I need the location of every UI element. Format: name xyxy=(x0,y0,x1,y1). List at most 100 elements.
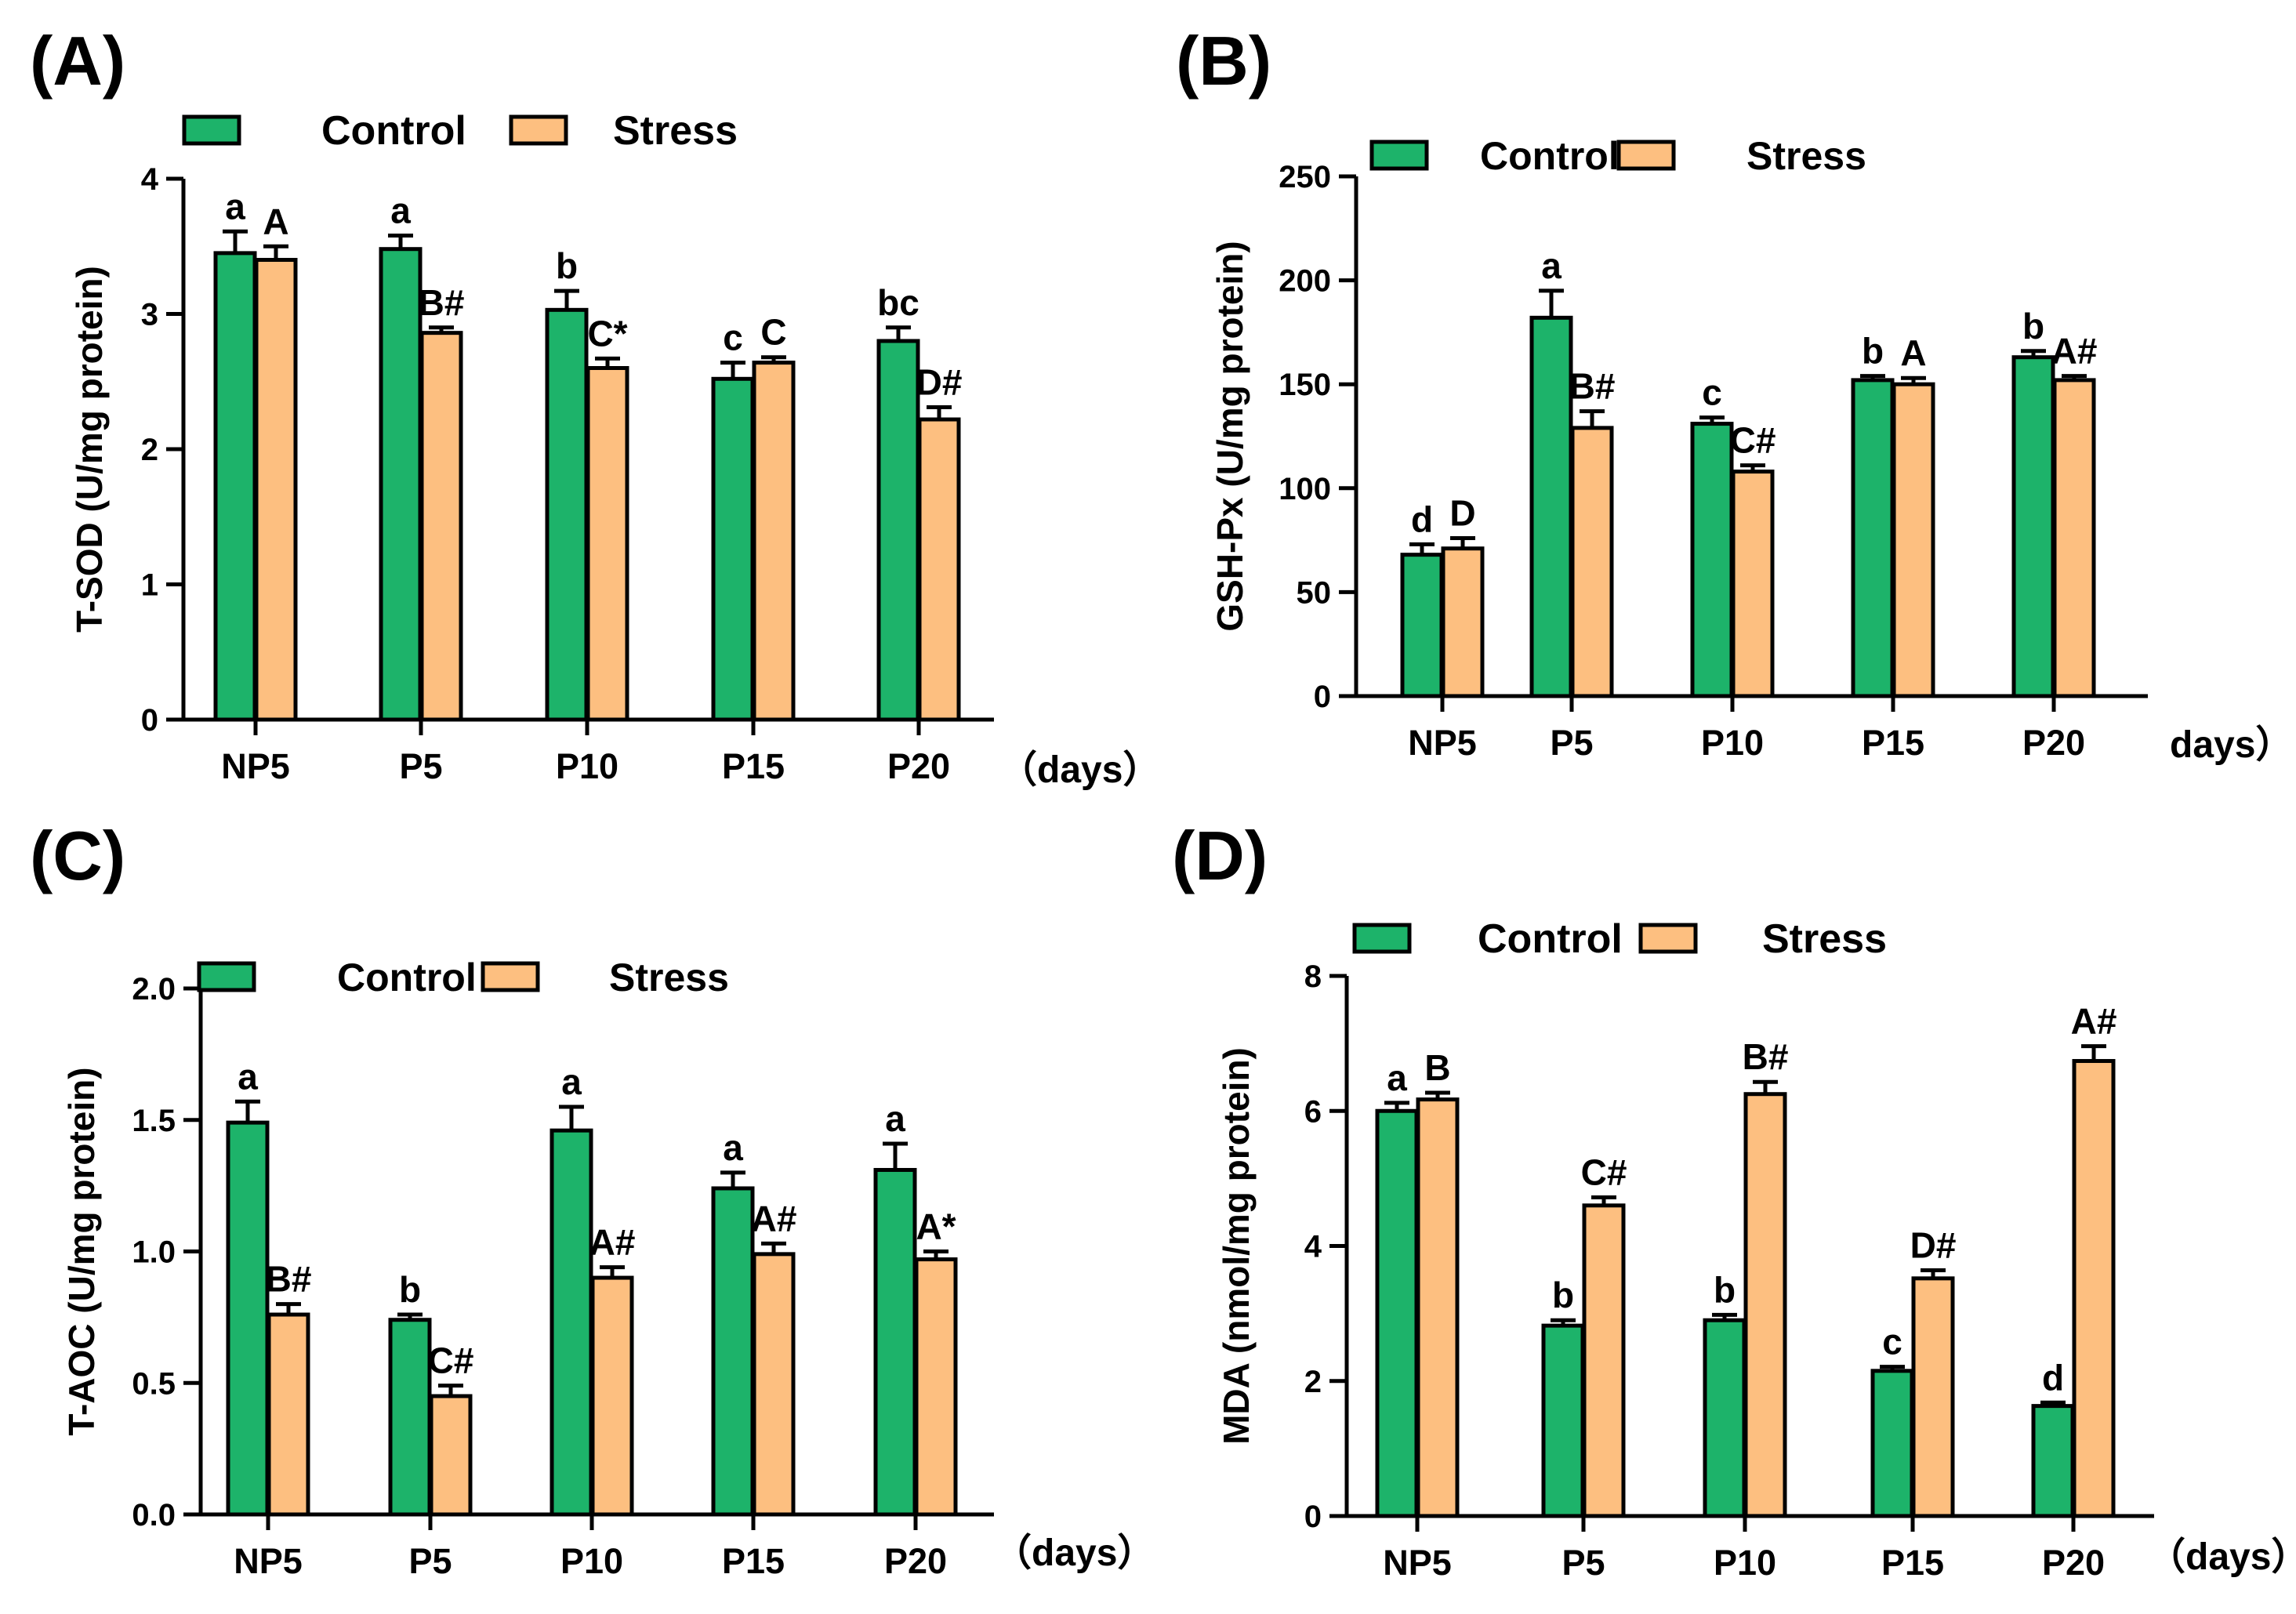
legend-swatch-control xyxy=(182,114,241,146)
error-bar xyxy=(559,1104,584,1131)
error-bar xyxy=(923,1249,949,1260)
error-bar xyxy=(1860,374,1885,380)
significance-label: C xyxy=(760,312,786,353)
y-tick-label: 50 xyxy=(1297,575,1332,610)
significance-label: b xyxy=(399,1269,421,1310)
error-bar xyxy=(600,1265,625,1279)
significance-label: c xyxy=(723,317,743,358)
significance-label: a xyxy=(225,186,245,227)
chart-panel-3: (D) Control Stress a b b c d B C# B# D# A# 0 2 4 6 8 NP5 P5… xyxy=(1172,817,2296,1583)
bar-control xyxy=(1703,1318,1746,1518)
y-axis-label: T-AOC (U/mg protein) xyxy=(61,1067,102,1435)
significance-label: bc xyxy=(877,282,919,323)
y-tick-label: 0 xyxy=(1304,1500,1322,1534)
x-tick-label: P5 xyxy=(1550,723,1593,763)
bar-stress xyxy=(1743,1092,1787,1518)
legend-label-stress: Stress xyxy=(1746,134,1866,178)
y-tick-label: 3 xyxy=(141,298,158,332)
significance-label: C# xyxy=(1581,1152,1627,1192)
bar-control xyxy=(876,339,920,722)
legend: Control Stress xyxy=(182,108,738,154)
error-bar xyxy=(886,325,911,341)
x-axis-label: （days） xyxy=(994,1532,1155,1574)
x-tick-label: P20 xyxy=(884,1541,947,1581)
x-tick-label: NP5 xyxy=(1383,1543,1452,1583)
panel-label: (A) xyxy=(30,22,125,100)
bar-stress xyxy=(429,1394,473,1517)
error-bar xyxy=(761,1241,786,1254)
y-tick-label: 1 xyxy=(141,568,158,603)
x-tick-label: P20 xyxy=(2042,1543,2105,1583)
y-tick-label: 250 xyxy=(1279,160,1331,194)
y-tick-label: 2 xyxy=(1304,1365,1322,1399)
error-bar xyxy=(883,1141,908,1170)
significance-label: d xyxy=(2042,1357,2064,1398)
error-bar xyxy=(1901,375,1926,385)
error-bar xyxy=(1425,1090,1450,1100)
legend-label-control: Control xyxy=(1478,916,1623,962)
significance-label: C# xyxy=(428,1340,474,1381)
x-tick-label: P15 xyxy=(1862,723,1924,763)
y-tick-label: 150 xyxy=(1279,368,1331,402)
error-bar xyxy=(429,325,454,333)
panel-label: (C) xyxy=(30,817,125,894)
y-axis-label: GSH-Px (U/mg protein) xyxy=(1210,241,1250,631)
significance-label: A# xyxy=(589,1222,636,1263)
y-tick-label: 0 xyxy=(1314,680,1331,714)
error-bar xyxy=(388,233,413,249)
legend-swatch-control xyxy=(1352,923,1412,954)
bar-stress xyxy=(914,1257,958,1517)
error-bar xyxy=(1740,463,1765,472)
bar-stress xyxy=(590,1275,634,1517)
x-axis-label: （days） xyxy=(2148,1536,2296,1578)
error-bar xyxy=(223,229,248,253)
bar-stress xyxy=(1441,546,1485,698)
significance-label: c xyxy=(1702,372,1722,413)
significance-label: D# xyxy=(916,362,963,403)
bar-stress xyxy=(1911,1276,1955,1518)
chart-panel-2: (C) Control Stress a b a a a B# C# A# A# A* 0.0 0.5 1.0… xyxy=(30,817,1155,1581)
bar-stress xyxy=(1731,470,1775,698)
significance-label: b xyxy=(2022,306,2044,346)
bar-control xyxy=(1541,1323,1585,1518)
legend-label-stress: Stress xyxy=(609,956,729,999)
bar-stress xyxy=(1582,1203,1626,1518)
x-tick-label: P5 xyxy=(1561,1543,1605,1583)
bar-stress xyxy=(752,1252,796,1517)
chart-panel-1: (B) Control Stress d a c b b D B# C# A A# 0 50 100 150 20… xyxy=(1176,22,2293,766)
significance-label: B xyxy=(1424,1047,1450,1088)
bar-control xyxy=(545,307,589,722)
x-tick-label: P15 xyxy=(722,746,785,786)
significance-label: D xyxy=(1449,492,1475,533)
y-tick-label: 0.0 xyxy=(132,1498,176,1532)
error-bar xyxy=(1551,1318,1576,1326)
significance-label: B# xyxy=(1743,1036,1789,1077)
bar-stress xyxy=(254,258,298,722)
legend-label-control: Control xyxy=(321,108,466,154)
bar-stress xyxy=(1570,426,1614,698)
x-tick-label: P10 xyxy=(556,746,618,786)
error-bar xyxy=(235,1099,260,1123)
x-tick-label: P10 xyxy=(1701,723,1764,763)
x-tick-label: NP5 xyxy=(234,1541,303,1581)
significance-label: b xyxy=(1552,1275,1574,1315)
error-bar xyxy=(1921,1268,1946,1279)
bar-control xyxy=(711,376,755,722)
significance-label: A# xyxy=(2071,1001,2117,1042)
error-bar xyxy=(263,244,288,260)
bar-stress xyxy=(1416,1097,1460,1518)
x-tick-label: P20 xyxy=(887,746,950,786)
bar-stress xyxy=(2072,1059,2116,1518)
bar-stress xyxy=(267,1312,310,1517)
significance-label: C* xyxy=(587,313,627,354)
significance-label: b xyxy=(1862,331,1884,372)
significance-label: A xyxy=(263,201,288,241)
bar-stress xyxy=(419,331,463,722)
significance-label: a xyxy=(238,1056,258,1097)
bar-stress xyxy=(2052,378,2096,698)
x-tick-label: P5 xyxy=(408,1541,452,1581)
significance-label: A# xyxy=(2051,331,2098,372)
bar-control xyxy=(1851,378,1895,698)
error-bar xyxy=(2040,1400,2066,1406)
